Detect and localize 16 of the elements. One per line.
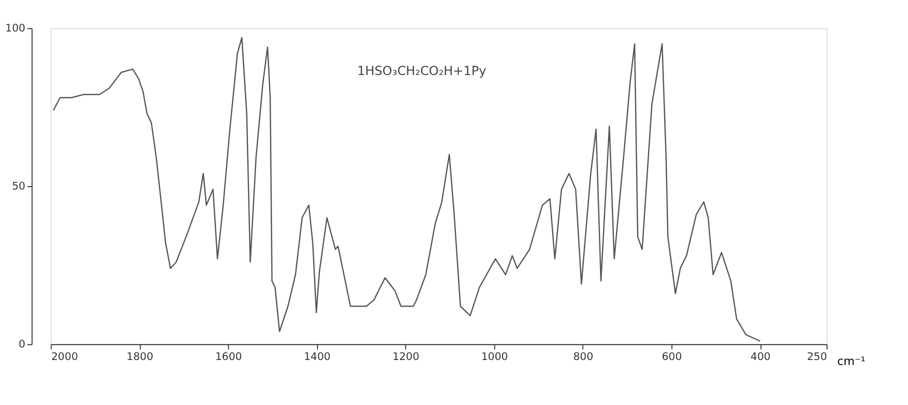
y-tick-label: 100 xyxy=(5,22,26,34)
x-tick-label: 800 xyxy=(573,350,594,363)
x-tick-label: 1000 xyxy=(481,350,508,363)
y-tick-label: 0 xyxy=(18,338,26,351)
x-tick-label: 1800 xyxy=(126,350,154,363)
x-tick-label: 2000 xyxy=(51,350,78,363)
x-tick-label: 600 xyxy=(662,350,682,363)
line-series xyxy=(52,36,761,342)
x-tick-label: 1400 xyxy=(304,350,331,363)
x-tick-label: 1600 xyxy=(215,350,242,363)
x-tick-label: 1200 xyxy=(392,350,420,363)
annotation: 1HSO₃CH₂CO₂H+1Py xyxy=(357,63,486,78)
x-axis-title: cm⁻¹ xyxy=(837,354,866,368)
y-tick-label: 50 xyxy=(12,180,26,192)
x-tick-label: 250 xyxy=(806,350,828,363)
x-tick-label: 400 xyxy=(750,350,771,363)
